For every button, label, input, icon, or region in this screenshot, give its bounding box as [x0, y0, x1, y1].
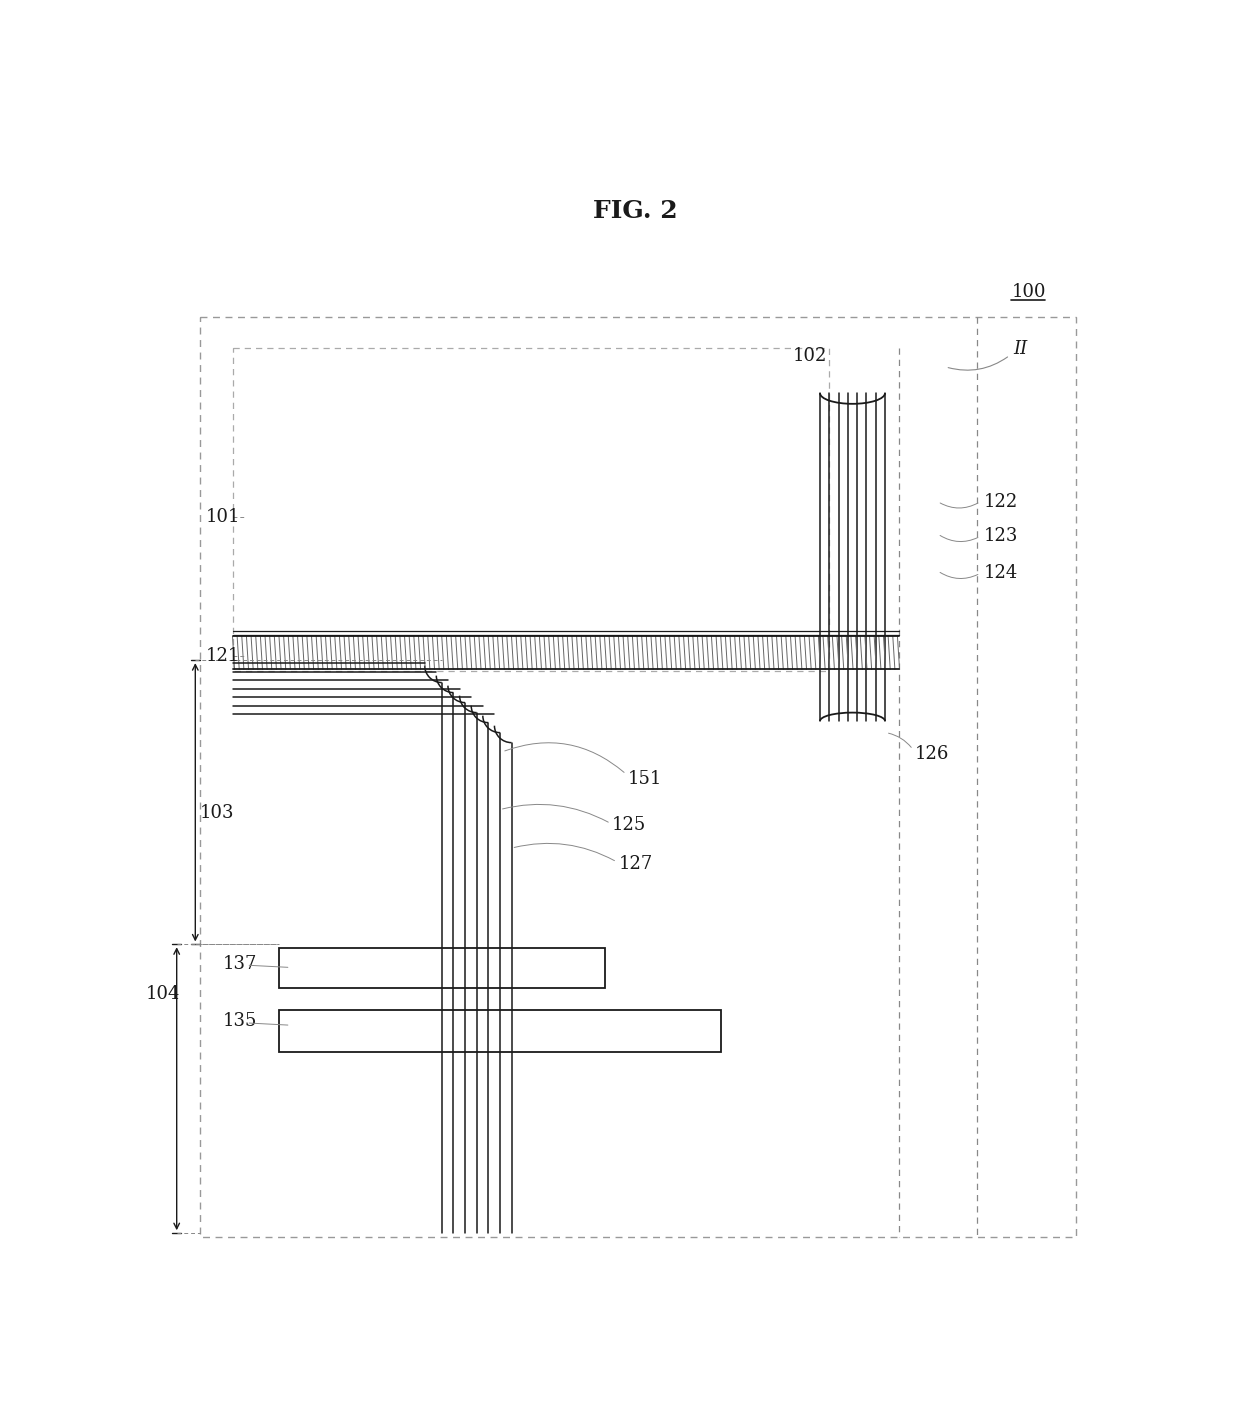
Bar	[200, 317, 1076, 1236]
Bar	[279, 1010, 720, 1052]
Text: 122: 122	[985, 493, 1018, 510]
Text: 127: 127	[619, 854, 652, 872]
Text: 137: 137	[223, 955, 258, 972]
Text: 135: 135	[223, 1012, 258, 1030]
Text: 102: 102	[792, 347, 827, 365]
Text: 101: 101	[206, 509, 239, 526]
Text: 124: 124	[985, 564, 1018, 583]
Text: 121: 121	[206, 647, 239, 665]
Text: 125: 125	[613, 816, 646, 834]
Text: 100: 100	[1012, 283, 1045, 301]
Text: 104: 104	[145, 985, 180, 1003]
Bar	[233, 348, 830, 671]
Text: 126: 126	[915, 745, 949, 763]
Text: 103: 103	[200, 804, 234, 823]
Text: II: II	[1014, 340, 1028, 358]
Bar	[279, 948, 605, 988]
Text: 151: 151	[627, 770, 662, 787]
Text: FIG. 2: FIG. 2	[593, 199, 678, 223]
Text: 123: 123	[985, 527, 1018, 546]
